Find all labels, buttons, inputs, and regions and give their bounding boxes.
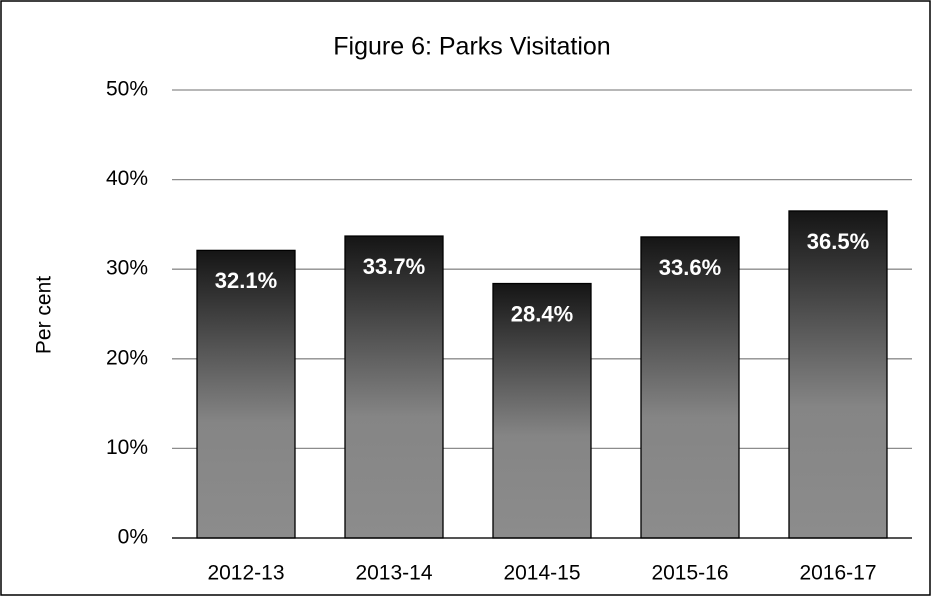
value-label: 36.5% (807, 229, 869, 254)
bar (788, 210, 888, 539)
bar (196, 249, 296, 539)
x-tick-label: 2014-15 (503, 562, 580, 585)
bar (344, 235, 444, 539)
bars: 32.1% 33.7% 28.4% 33.6% 36.5% (196, 210, 888, 539)
y-tick-label: 0% (118, 526, 148, 549)
bar (640, 236, 740, 539)
y-tick-label: 10% (106, 436, 148, 459)
y-tick-label: 20% (106, 346, 148, 369)
x-tick-label: 2016-17 (799, 562, 876, 585)
x-tick-label: 2012-13 (207, 562, 284, 585)
chart-title: Figure 6: Parks Visitation (333, 33, 610, 61)
y-axis-label: Per cent (33, 276, 56, 354)
value-label: 33.6% (659, 255, 721, 280)
bar (492, 282, 592, 539)
y-tick-label: 30% (106, 257, 148, 280)
y-tick-label: 50% (106, 78, 148, 101)
value-label: 33.7% (363, 254, 425, 279)
value-label: 32.1% (215, 268, 277, 293)
x-tick-label: 2013-14 (355, 562, 432, 585)
value-label: 28.4% (511, 301, 573, 326)
y-tick-label: 40% (106, 167, 148, 190)
x-tick-label: 2015-16 (651, 562, 728, 585)
